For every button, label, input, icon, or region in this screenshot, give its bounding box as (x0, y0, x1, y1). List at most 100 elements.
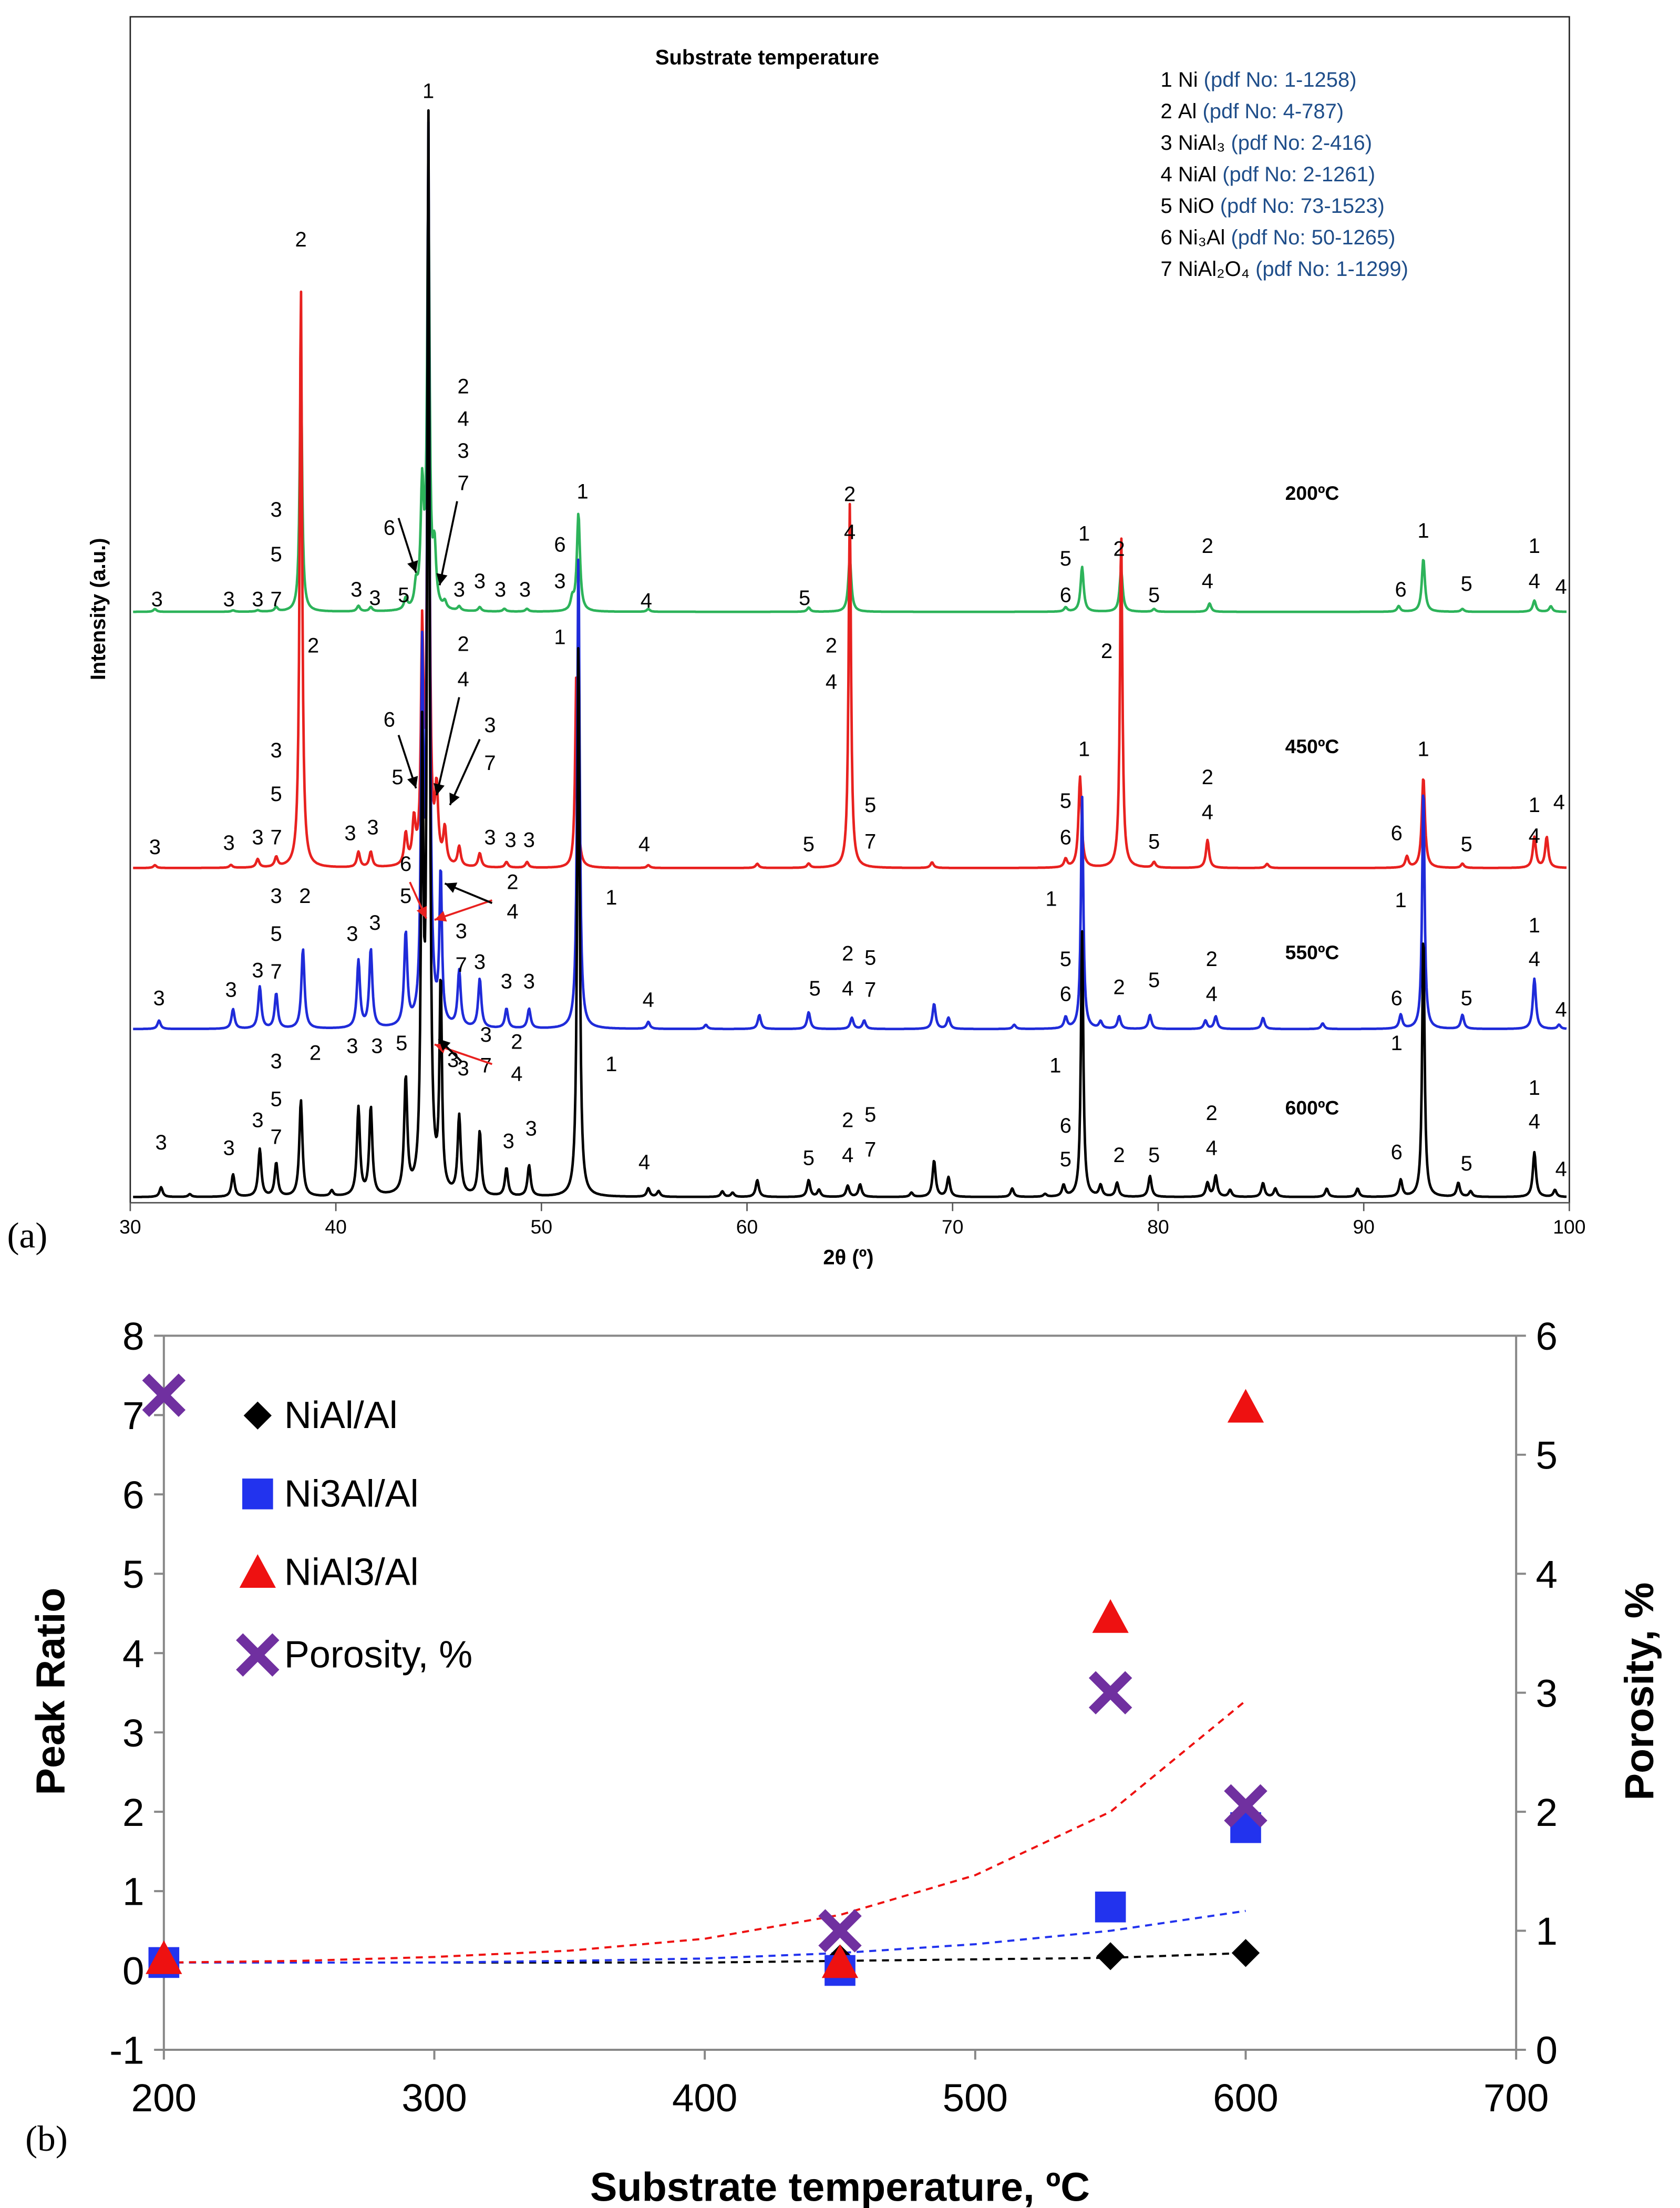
peak-index-label: 1 (1045, 888, 1057, 911)
peak-index-label: 3 (458, 439, 469, 463)
peak-index-label: 3 (225, 979, 236, 1002)
peak-index-label: 4 (1553, 791, 1565, 814)
left-y-tick-label: 6 (122, 1473, 144, 1517)
peak-index-label: 4 (1529, 948, 1540, 971)
data-point-porosity (1088, 1671, 1132, 1714)
peak-index-label: 2 (844, 483, 856, 506)
data-point-porosity-stroke (142, 1373, 186, 1417)
peak-index-label: 7 (864, 979, 876, 1002)
peak-index-label: 2 (1114, 538, 1125, 561)
phase-pdf: (pdf No: 50-1265) (1231, 226, 1395, 249)
peak-index-label: 3 (351, 578, 362, 601)
peak-index-label: 3 (501, 970, 512, 993)
peak-index-label: 7 (271, 960, 282, 983)
peak-index-label: 5 (803, 833, 815, 856)
peak-index-label: 7 (458, 471, 469, 495)
peak-index-label: 2 (1206, 1102, 1218, 1125)
peak-index-label: 4 (842, 977, 853, 1000)
peak-index-label: 3 (519, 578, 531, 601)
panel-b-label: (b) (25, 2118, 68, 2159)
peak-index-label: 3 (474, 950, 486, 973)
peak-index-label: 1 (1529, 794, 1540, 817)
left-y-label: Peak Ratio (28, 1588, 74, 1795)
phase-legend-entry: 7 NiAl₂O₄ (pdf No: 1-1299) (1161, 258, 1408, 281)
peak-index-label: 5 (864, 794, 876, 817)
phase-number: 3 (1161, 131, 1172, 155)
annotation-arrow (449, 738, 481, 806)
xrd-title: Substrate temperature (655, 46, 879, 69)
peak-index-label: 6 (1395, 578, 1406, 601)
peak-index-label: 3 (223, 831, 235, 855)
data-point-nial3 (1092, 1599, 1129, 1633)
peak-index-label: 2 (1101, 640, 1112, 663)
data-point-nial3 (1227, 1389, 1264, 1423)
ratio-axes (162, 1334, 1518, 2051)
peak-index-label: 2 (826, 634, 837, 657)
peak-index-label: 2 (842, 1108, 853, 1132)
peak-index-label: 4 (842, 1144, 853, 1167)
peak-index-label: 3 (484, 826, 496, 849)
xrd-pattern-600 (132, 109, 1568, 1198)
peak-index-label: 1 (1049, 1054, 1061, 1077)
peak-index-label: 2 (507, 871, 518, 894)
peak-index-label: 6 (384, 517, 395, 540)
peak-index-label: 7 (271, 826, 282, 849)
peak-index-label: 1 (1391, 1032, 1403, 1055)
data-point-porosity (1224, 1784, 1267, 1828)
peak-index-label: 5 (1060, 948, 1071, 971)
legend-label: NiAl/Al (284, 1394, 398, 1436)
annotation-arrowhead (407, 560, 418, 573)
xrd-patterns (132, 109, 1568, 1198)
x-tick-label: 200 (131, 2076, 197, 2120)
peak-index-label: 5 (799, 587, 810, 610)
peak-index-label: 5 (1060, 547, 1071, 570)
xrd-x-tick-label: 30 (119, 1216, 141, 1238)
peak-index-label: 5 (803, 1146, 815, 1169)
peak-index-label: 5 (271, 543, 282, 566)
x-tick-label: 500 (943, 2076, 1008, 2120)
peak-index-label: 3 (494, 578, 506, 601)
phase-name: NiAl (1178, 163, 1217, 186)
peak-index-label: 6 (554, 533, 565, 557)
ratio-legend: NiAl/Al Ni3Al/Al NiAl3/Al Porosity, % (236, 1394, 472, 1677)
peak-index-label: 5 (391, 766, 403, 789)
x-tick-label: 700 (1483, 2076, 1549, 2120)
peak-index-label: 1 (1395, 889, 1406, 912)
peak-index-label: 7 (480, 1054, 492, 1077)
xrd-legend: 1 Ni (pdf No: 1-1258) 2 Al (pdf No: 4-787… (1161, 68, 1408, 281)
left-y-tick-label: 4 (122, 1631, 144, 1676)
peak-index-label: 1 (576, 480, 588, 503)
data-point-porosity (142, 1373, 186, 1417)
right-y-ticks: 0 1 2 3 4 5 6 (1516, 1314, 1558, 2072)
peak-index-label: 3 (271, 498, 282, 521)
peak-index-label: 3 (271, 739, 282, 762)
peak-index-label: 1 (1529, 914, 1540, 937)
peak-index-label: 3 (474, 570, 486, 593)
peak-index-label: 5 (400, 885, 411, 908)
data-point-nial (1231, 1939, 1260, 1967)
phase-pdf: (pdf No: 2-1261) (1222, 163, 1375, 186)
legend-marker-porosity (236, 1633, 280, 1677)
annotation-arrow (435, 697, 460, 796)
peak-index-label: 2 (307, 634, 319, 657)
left-y-tick-label: 5 (122, 1552, 144, 1596)
peak-index-label: 3 (447, 1049, 459, 1072)
series-label: 450ºC (1285, 735, 1339, 757)
xrd-x-tick-label: 80 (1147, 1216, 1169, 1238)
peak-index-label: 4 (826, 671, 837, 694)
left-y-tick-label: 3 (122, 1711, 144, 1755)
x-label: Substrate temperature, ºC (590, 2165, 1090, 2208)
peak-index-label: 2 (458, 633, 469, 656)
legend-marker-nial3 (239, 1554, 276, 1588)
peak-index-label: 3 (503, 1129, 514, 1153)
xrd-series-labels: 200ºC 450ºC 550ºC 600ºC (1285, 482, 1339, 1118)
xrd-x-tick-label: 70 (942, 1216, 963, 1238)
peak-index-label: 4 (844, 521, 856, 544)
peak-index-label: 6 (400, 853, 411, 876)
peak-index-label: 3 (153, 987, 165, 1010)
peak-index-label: 1 (1078, 738, 1090, 761)
peak-index-label: 4 (1555, 1158, 1567, 1181)
peak-index-label: 5 (1148, 1144, 1160, 1167)
peak-index-label: 2 (1206, 948, 1218, 971)
